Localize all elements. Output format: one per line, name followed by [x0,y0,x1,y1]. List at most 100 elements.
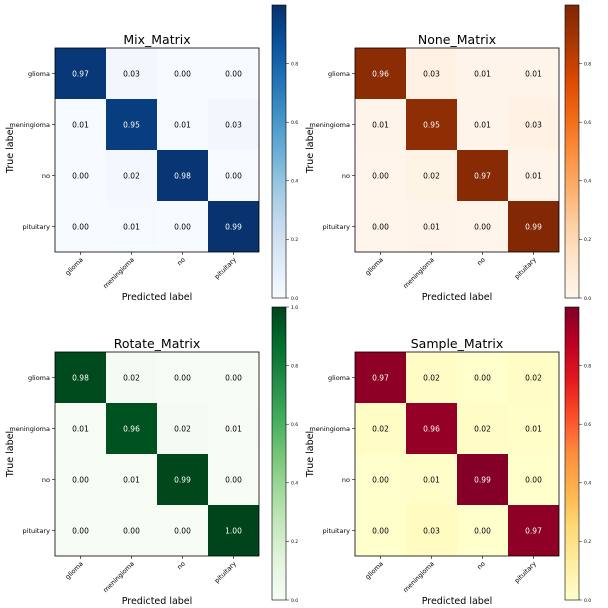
cell-value-label: 0.96 [423,425,440,434]
colorbar [564,4,580,299]
cell-value-label: 0.98 [72,374,89,383]
matrix-frame [54,47,260,253]
colorbar-tick-label: 0.2 [584,539,591,545]
y-tick-label: glioma [328,374,350,382]
y-tick-label: pituitary [323,223,351,231]
colorbar-tick-label: 0.4 [584,179,591,185]
cell-value-label: 0.95 [423,121,440,130]
matrix-frame [354,351,560,557]
cell-value-label: 0.02 [372,425,389,434]
matrix-cell [157,150,208,201]
x-tick-label: glioma [364,560,385,581]
cell-value-label: 0.00 [372,476,389,485]
cell-value-label: 0.97 [474,172,491,181]
matrix-cell [457,201,508,252]
matrix-title: Sample_Matrix [411,336,503,351]
y-tick-label: glioma [28,70,50,78]
y-axis-label: True label [5,431,16,478]
x-tick-label: meningioma [102,256,136,290]
colorbar-tick-label: 0.0 [584,296,591,302]
colorbar-tick-label: 0.2 [584,237,591,243]
cell-value-label: 0.99 [525,223,542,232]
matrix-cell [406,352,457,403]
cell-value-label: 0.00 [174,374,191,383]
x-axis-label: Predicted label [422,292,493,303]
cell-value-label: 0.02 [525,374,542,383]
x-tick-label: pituitary [513,256,538,281]
colorbar-tick-label: 0.6 [291,120,298,126]
cell-value-label: 0.98 [174,172,191,181]
cell-value-label: 0.01 [474,70,491,79]
matrix-cell [508,403,559,454]
colorbar-tick-label: 0.2 [291,237,298,243]
matrix-cell [355,505,406,556]
colorbar-tick-label: 0.8 [291,61,298,67]
matrix-cell [106,403,157,454]
matrix-cell [106,150,157,201]
matrix-cell [508,150,559,201]
cell-value-label: 0.00 [372,223,389,232]
x-tick-label: pituitary [213,560,238,585]
cell-value-label: 0.01 [423,223,440,232]
y-tick-label: meningioma [9,121,50,129]
matrix-cell [157,48,208,99]
cell-value-label: 0.01 [474,121,491,130]
matrix-cell [157,505,208,556]
x-axis-label: Predicted label [422,596,493,607]
matrix-cell [406,201,457,252]
cell-value-label: 0.01 [123,223,140,232]
matrix-cell [55,201,106,252]
y-tick-label: meningioma [9,425,50,433]
cell-value-label: 0.03 [525,121,542,130]
cell-value-label: 0.01 [174,121,191,130]
cell-value-label: 0.99 [174,476,191,485]
y-axis-label: True label [5,127,16,174]
matrix-cell [355,48,406,99]
y-tick-label: pituitary [323,527,351,535]
colorbar-tick-label: 0.4 [291,179,298,185]
matrix-frame [54,351,260,557]
colorbar-tick-label: 0.6 [291,422,298,428]
matrix-cell [508,454,559,505]
matrix-cell [55,48,106,99]
cell-value-label: 0.02 [474,425,491,434]
cell-value-label: 0.00 [174,70,191,79]
cell-value-label: 0.01 [225,425,242,434]
colorbar-tick-label: 0.8 [584,363,591,369]
colorbar-tick-label: 0.4 [291,481,298,487]
matrix-cell [457,454,508,505]
cell-value-label: 0.03 [225,121,242,130]
matrix-cell [208,150,259,201]
cell-value-label: 0.02 [423,374,440,383]
matrix-cell [355,201,406,252]
cell-value-label: 0.00 [174,527,191,536]
cell-value-label: 0.02 [123,374,140,383]
x-tick-label: glioma [64,256,85,277]
matrix-cell [208,99,259,150]
cell-value-label: 0.01 [123,476,140,485]
matrix-cell [106,99,157,150]
matrix-cell [355,454,406,505]
cell-value-label: 0.00 [72,223,89,232]
colorbar [271,306,287,601]
matrix-title: None_Matrix [418,32,496,47]
cell-value-label: 0.00 [474,223,491,232]
matrix-cell [406,99,457,150]
cell-value-label: 0.00 [372,527,389,536]
matrix-cell [157,403,208,454]
y-tick-label: meningioma [309,121,350,129]
matrix-cell [208,48,259,99]
cell-value-label: 0.00 [474,374,491,383]
matrix-cell [157,352,208,403]
matrix-cell [355,403,406,454]
matrix-cell [406,505,457,556]
matrix-cell [508,505,559,556]
matrix-cell [55,505,106,556]
y-tick-label: no [42,172,50,180]
matrix-cell [55,352,106,403]
x-tick-label: no [176,256,187,267]
matrix-cell [457,150,508,201]
matrix-cell [208,505,259,556]
cell-value-label: 0.03 [123,70,140,79]
cell-value-label: 0.01 [72,425,89,434]
